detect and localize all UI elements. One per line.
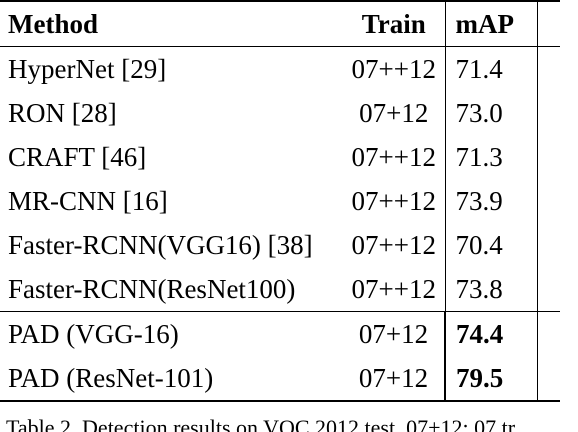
row-map: 70.4 bbox=[444, 223, 538, 267]
table-row: HyperNet [29] 07++12 71.4 bbox=[0, 46, 560, 91]
header-map: mAP bbox=[444, 1, 538, 47]
row-method: PAD (VGG-16) bbox=[0, 311, 343, 356]
table-row: PAD (VGG-16) 07+12 74.4 bbox=[0, 311, 560, 356]
row-tail bbox=[537, 46, 560, 91]
table-row: CRAFT [46] 07++12 71.3 bbox=[0, 135, 560, 179]
row-tail bbox=[537, 311, 560, 356]
results-table: Method Train mAP HyperNet [29] 07++12 71… bbox=[0, 1, 560, 402]
row-method: PAD (ResNet-101) bbox=[0, 356, 343, 402]
row-map: 73.0 bbox=[444, 91, 538, 135]
row-train: 07+12 bbox=[343, 356, 445, 402]
row-train: 07++12 bbox=[351, 185, 436, 216]
row-map: 73.9 bbox=[444, 179, 538, 223]
row-method: CRAFT [46] bbox=[8, 141, 147, 172]
row-method: Faster-RCNN(VGG16) [38] bbox=[8, 229, 313, 260]
row-train: 07++12 bbox=[351, 273, 436, 304]
table-row: Faster-RCNN(ResNet100) 07++12 73.8 bbox=[0, 267, 560, 312]
row-map: 73.8 bbox=[444, 267, 538, 312]
table-row: MR-CNN [16] 07++12 73.9 bbox=[0, 179, 560, 223]
header-tail bbox=[537, 1, 560, 47]
row-method: MR-CNN [16] bbox=[8, 185, 168, 216]
table-row: Faster-RCNN(VGG16) [38] 07++12 70.4 bbox=[0, 223, 560, 267]
row-map: 74.4 bbox=[444, 311, 538, 356]
table-row: RON [28] 07+12 73.0 bbox=[0, 91, 560, 135]
row-method: Faster-RCNN(ResNet100) bbox=[8, 273, 296, 304]
row-map: 71.4 bbox=[444, 46, 538, 91]
row-train: 07++12 bbox=[343, 46, 445, 91]
row-train: 07++12 bbox=[351, 229, 436, 260]
row-train: 07+12 bbox=[359, 97, 429, 128]
row-tail bbox=[537, 179, 560, 223]
row-tail bbox=[537, 223, 560, 267]
row-tail bbox=[537, 91, 560, 135]
row-tail bbox=[537, 267, 560, 312]
row-map: 79.5 bbox=[444, 356, 538, 402]
row-train: 07+12 bbox=[343, 311, 445, 356]
table-header-row: Method Train mAP bbox=[0, 1, 560, 47]
row-method: HyperNet [29] bbox=[0, 46, 343, 91]
header-method: Method bbox=[8, 8, 98, 39]
row-tail bbox=[537, 356, 560, 402]
header-train: Train bbox=[361, 8, 426, 39]
row-method: RON [28] bbox=[8, 97, 117, 128]
table-caption: Table 2. Detection results on VOC 2012 t… bbox=[6, 415, 516, 432]
row-train: 07++12 bbox=[351, 141, 436, 172]
row-tail bbox=[537, 135, 560, 179]
table-row: PAD (ResNet-101) 07+12 79.5 bbox=[0, 356, 560, 402]
row-map: 71.3 bbox=[444, 135, 538, 179]
